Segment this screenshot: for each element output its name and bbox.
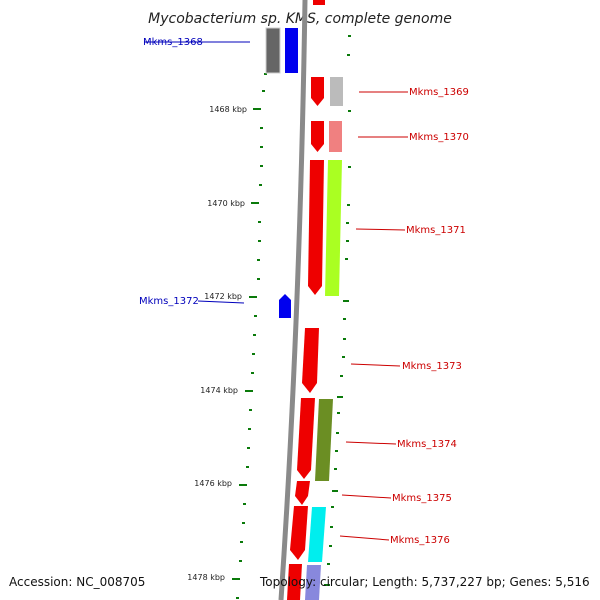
- partial-gene[interactable]: [287, 564, 321, 600]
- cog-bar: [330, 77, 343, 106]
- tick-label-1470: 1470 kbp: [207, 199, 245, 208]
- partial-gene[interactable]: [313, 0, 325, 5]
- cog-bar: [315, 399, 333, 481]
- tick-label-1478: 1478 kbp: [187, 573, 225, 582]
- gene-label[interactable]: Mkms_1376: [390, 535, 450, 546]
- gene-arrow: [285, 28, 298, 73]
- axis-tick: 1470 kbp: [207, 199, 259, 208]
- gene-arrow: [308, 160, 324, 295]
- gene-mkms-1368[interactable]: Mkms_1368: [143, 27, 298, 74]
- cog-bar: [325, 160, 342, 296]
- gene-label[interactable]: Mkms_1372: [139, 296, 199, 307]
- axis-tick: 1468 kbp: [209, 105, 261, 114]
- axis-tick: 1478 kbp: [187, 573, 240, 582]
- genome-backbone: [278, 0, 308, 600]
- gene-label[interactable]: Mkms_1375: [392, 493, 452, 504]
- gene-label[interactable]: Mkms_1371: [406, 225, 466, 236]
- gene-label[interactable]: Mkms_1370: [409, 132, 469, 143]
- gene-label[interactable]: Mkms_1369: [409, 87, 469, 98]
- gene-mkms-1374[interactable]: Mkms_1374: [297, 398, 457, 481]
- gene-mkms-1375[interactable]: Mkms_1375: [295, 481, 452, 505]
- tick-label-1472: 1472 kbp: [204, 292, 242, 301]
- cog-bar: [265, 27, 281, 74]
- accession-text: Accession: NC_008705: [9, 575, 146, 589]
- gene-arrow: [302, 328, 319, 393]
- gene-arrow: [295, 481, 310, 505]
- topology-text: Topology: circular; Length: 5,737,227 bp…: [260, 575, 590, 589]
- gene-mkms-1371[interactable]: Mkms_1371: [308, 160, 466, 296]
- tick-label-1476: 1476 kbp: [194, 479, 232, 488]
- gene-mkms-1376[interactable]: Mkms_1376: [290, 506, 450, 562]
- gene-arrow: [279, 294, 291, 318]
- gene-arrow: [297, 398, 315, 479]
- gene-arrow: [311, 121, 324, 152]
- cog-bar: [308, 507, 326, 562]
- gene-mkms-1373[interactable]: Mkms_1373: [302, 328, 462, 393]
- right-ruler: [324, 35, 351, 586]
- gene-arrow: [290, 506, 308, 560]
- map-title: Mycobacterium sp. KMS, complete genome: [148, 11, 452, 27]
- left-ruler: [236, 35, 271, 599]
- gene-arrow: [311, 77, 324, 106]
- axis-tick: 1476 kbp: [194, 479, 247, 488]
- gene-mkms-1369[interactable]: Mkms_1369: [311, 77, 469, 106]
- gene-label[interactable]: Mkms_1373: [402, 361, 462, 372]
- tick-label-1468: 1468 kbp: [209, 105, 247, 114]
- cog-bar: [329, 121, 342, 152]
- axis-tick: 1474 kbp: [200, 386, 253, 395]
- gene-mkms-1372[interactable]: Mkms_1372: [139, 294, 291, 318]
- gene-label[interactable]: Mkms_1368: [143, 37, 203, 48]
- gene-mkms-1370[interactable]: Mkms_1370: [311, 121, 469, 152]
- axis-tick: 1472 kbp: [204, 292, 257, 301]
- gene-label[interactable]: Mkms_1374: [397, 439, 457, 450]
- tick-label-1474: 1474 kbp: [200, 386, 238, 395]
